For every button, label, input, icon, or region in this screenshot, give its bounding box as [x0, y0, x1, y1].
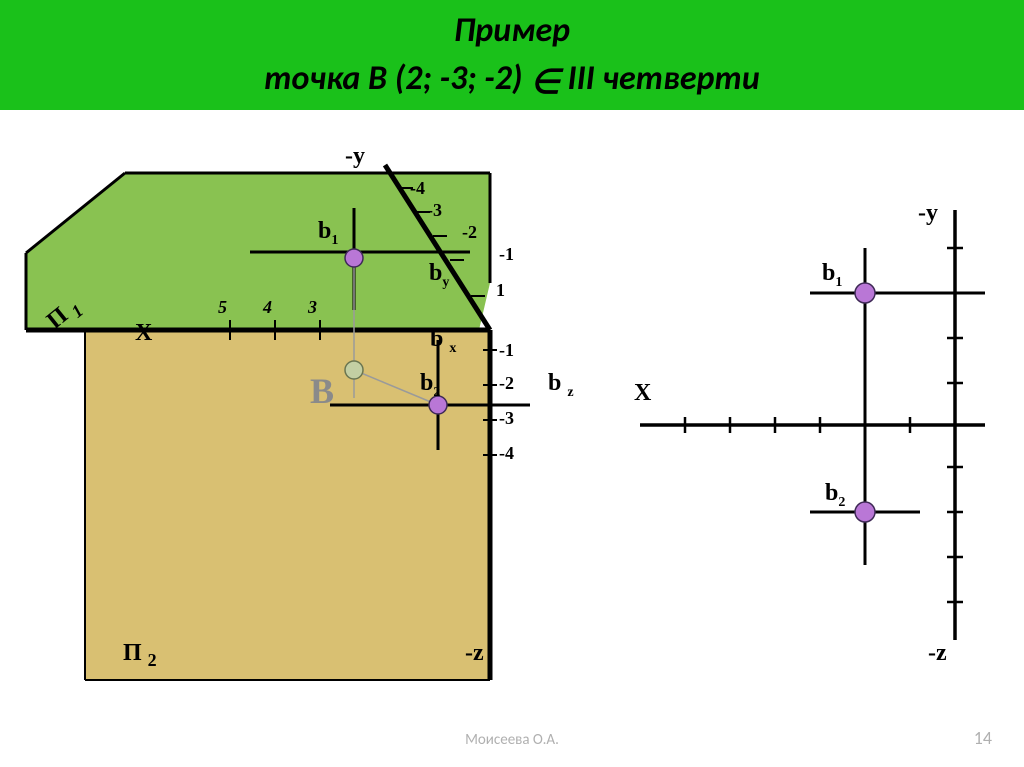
flat-label-b1: b1 — [822, 260, 842, 291]
flat-label-neg-y: -y — [918, 200, 938, 227]
flat-label-neg-z: -z — [928, 640, 947, 667]
footer-author: Моисеева О.А. — [0, 731, 1024, 749]
flat-label-x: X — [634, 380, 651, 407]
flat-axes — [640, 210, 985, 640]
flat-label-b2: b2 — [825, 480, 845, 511]
flat-point-b1 — [855, 283, 875, 303]
footer-page-number: 14 — [974, 727, 992, 749]
flat-point-b2 — [855, 502, 875, 522]
